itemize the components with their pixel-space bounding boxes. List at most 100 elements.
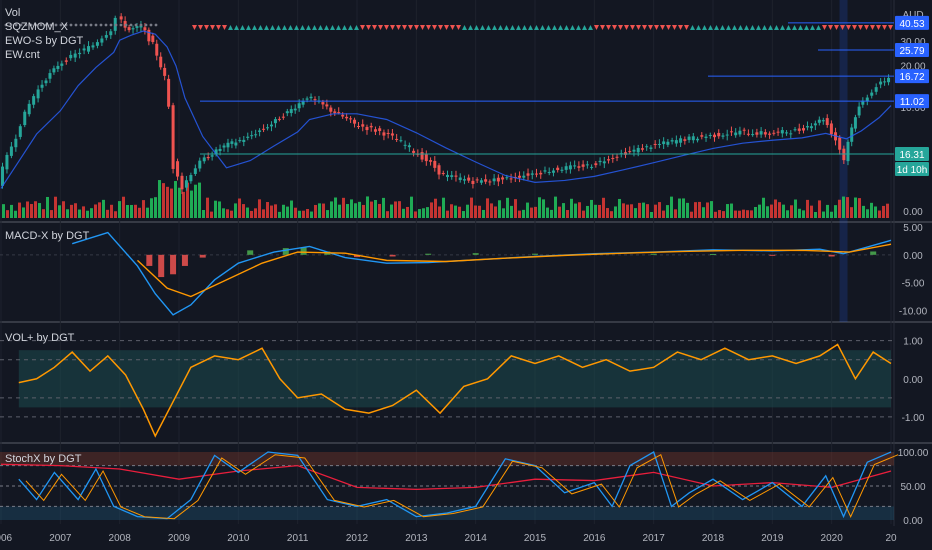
volume-bar <box>786 210 789 218</box>
volume-bar <box>666 205 669 218</box>
volume-bar <box>634 208 637 218</box>
signal-triangle <box>726 25 731 30</box>
squeeze-dot <box>49 23 53 27</box>
signal-triangle <box>516 25 521 30</box>
candle-body <box>879 81 883 85</box>
signal-triangle <box>222 25 227 30</box>
x-tick-label: 2015 <box>524 533 547 544</box>
signal-triangle <box>432 25 437 30</box>
volume-bar <box>646 204 649 218</box>
volume-bar <box>142 200 145 218</box>
candle-body <box>825 118 829 126</box>
volume-bar <box>342 197 345 218</box>
volume-bar <box>114 211 117 218</box>
legend-sqzmom[interactable]: SQZMOM_X <box>5 21 68 33</box>
volume-bar <box>222 208 225 218</box>
vol-title[interactable]: VOL+ by DGT <box>5 332 75 344</box>
candle-body <box>501 177 505 180</box>
volume-bar <box>370 201 373 218</box>
signal-triangle <box>246 25 251 30</box>
volume-bar <box>218 201 221 218</box>
candle-body <box>475 179 479 181</box>
macd-histogram-bar <box>354 254 360 258</box>
vol-line <box>18 343 892 438</box>
signal-triangle <box>462 25 467 30</box>
volume-bar <box>2 204 5 218</box>
candle-body <box>793 129 797 131</box>
candle-body <box>171 105 175 169</box>
candle-body <box>467 177 471 181</box>
volume-bar <box>294 207 297 218</box>
candle-body <box>119 16 123 20</box>
signal-triangle <box>570 25 575 30</box>
price-legend: Vol SQZMOM_X EWO-S by DGT EW.cnt <box>5 6 83 62</box>
candle-body <box>214 149 218 154</box>
volume-bar <box>66 209 69 218</box>
legend-ew-cnt[interactable]: EW.cnt <box>5 49 40 61</box>
price-marker-badge <box>895 94 929 109</box>
signal-triangle <box>840 25 845 30</box>
volume-bar <box>466 204 469 218</box>
candle-body <box>522 175 526 178</box>
signal-triangle <box>834 25 839 30</box>
signal-triangle <box>366 25 371 30</box>
candle-body <box>789 133 793 135</box>
volume-bar <box>602 197 605 218</box>
candle-body <box>131 28 135 30</box>
candle-body <box>670 140 674 142</box>
volume-bar <box>754 207 757 218</box>
volume-bar <box>614 206 617 218</box>
candle-body <box>488 181 492 183</box>
signal-triangle <box>672 25 677 30</box>
volume-bar <box>886 203 889 218</box>
candle-body <box>518 175 522 178</box>
squeeze-dot <box>44 23 48 27</box>
candle-body <box>846 141 850 162</box>
legend-vol[interactable]: Vol <box>5 7 21 19</box>
volume-bar <box>670 196 673 218</box>
volume-bar <box>706 202 709 218</box>
volume-bar <box>374 199 377 218</box>
volume-bar <box>450 204 453 218</box>
candle-body <box>539 172 543 175</box>
signal-triangle <box>318 25 323 30</box>
volume-bar <box>366 196 369 218</box>
signal-triangle <box>210 25 215 30</box>
squeeze-dot <box>9 23 13 27</box>
signal-triangle <box>390 25 395 30</box>
candle-body <box>100 38 104 43</box>
macd-histogram-bar <box>532 253 538 255</box>
volume-bar <box>210 211 213 218</box>
candle-body <box>64 60 68 62</box>
volume-bar <box>46 196 49 218</box>
legend-ewo[interactable]: EWO-S by DGT <box>5 35 84 47</box>
macd-histogram-bar <box>300 247 307 255</box>
price-marker-badge <box>895 69 929 84</box>
macd-title[interactable]: MACD-X by DGT <box>5 230 90 242</box>
candle-body <box>266 127 270 129</box>
candle-body <box>666 141 670 145</box>
signal-triangle <box>552 25 557 30</box>
volume-bar <box>254 208 257 218</box>
volume-bar <box>102 199 105 218</box>
candle-body <box>611 157 615 159</box>
candle-body <box>246 136 250 138</box>
candle-body <box>262 128 266 130</box>
candle-body <box>479 180 483 183</box>
macd-histogram-bar <box>146 254 153 266</box>
volume-bar <box>78 209 81 218</box>
stoch-title[interactable]: StochX by DGT <box>5 453 82 465</box>
volume-bar <box>782 204 785 218</box>
volume-bar <box>74 203 77 218</box>
signal-triangle <box>822 25 827 30</box>
volume-bar <box>506 197 509 218</box>
volume-bar <box>226 209 229 218</box>
macd-histogram-bar <box>425 253 432 255</box>
signal-triangle <box>306 25 311 30</box>
signal-triangle <box>774 25 779 30</box>
vol-tick-label: 0.00 <box>903 375 923 386</box>
volume-bar <box>442 197 445 218</box>
candle-body <box>509 178 513 180</box>
volume-bar <box>330 201 333 218</box>
